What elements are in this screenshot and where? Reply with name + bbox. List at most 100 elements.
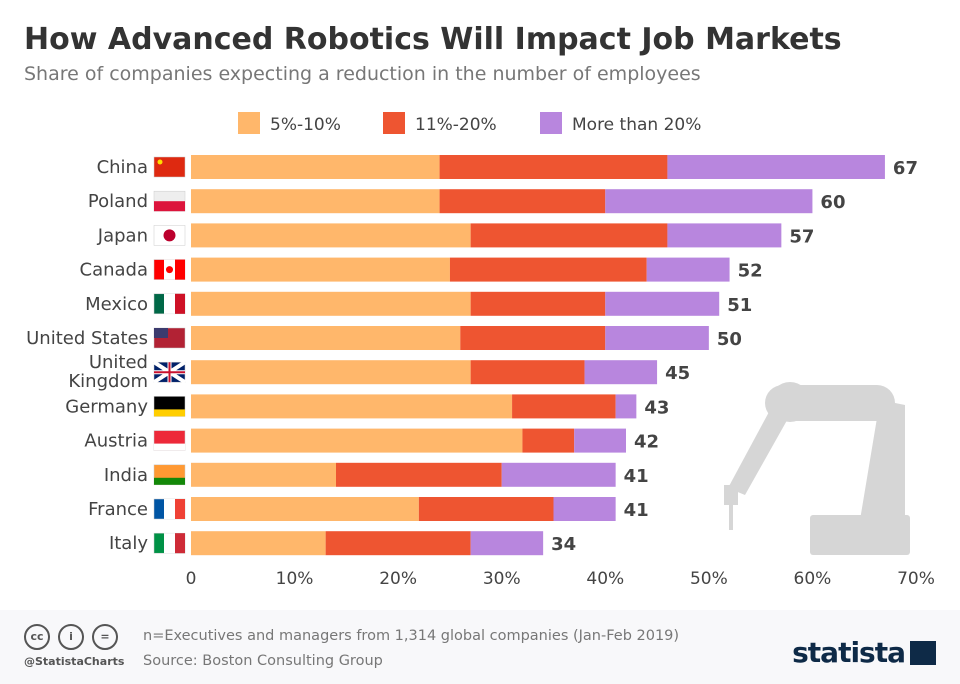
bar-segment xyxy=(191,531,326,556)
country-label: Germany xyxy=(65,396,148,417)
bar-segment xyxy=(584,360,658,385)
country-label: China xyxy=(97,157,148,178)
bar-segment xyxy=(191,428,523,453)
legend-label: 5%-10% xyxy=(270,115,341,135)
bar-segment xyxy=(470,360,585,385)
x-tick-label: 0 xyxy=(186,569,197,589)
bar-segment xyxy=(449,257,647,282)
bar-segment xyxy=(191,257,450,282)
bar-segment xyxy=(522,428,575,453)
bar-segment xyxy=(512,394,616,419)
total-label: 34 xyxy=(551,534,576,555)
legend-label: More than 20% xyxy=(572,115,701,135)
chart-title: How Advanced Robotics Will Impact Job Ma… xyxy=(24,22,842,57)
bar-segment xyxy=(325,531,471,556)
bar-segment xyxy=(336,462,502,487)
country-label: France xyxy=(88,499,148,520)
robot-arm-illustration xyxy=(724,382,910,555)
bar-segment xyxy=(605,189,813,214)
bar-segment xyxy=(646,257,730,282)
country-label: Japan xyxy=(97,225,148,246)
flag-icon-detail xyxy=(175,293,185,314)
x-tick-label: 60% xyxy=(794,569,832,589)
country-label: United States xyxy=(26,328,148,349)
twitter-handle[interactable]: @StatistaCharts xyxy=(24,655,125,668)
bar-segment xyxy=(574,428,626,453)
x-tick-label: 70% xyxy=(897,569,935,589)
country-label: Canada xyxy=(80,260,149,281)
bar-segment xyxy=(191,497,419,521)
footer: cc i = @StatistaCharts n=Executives and … xyxy=(0,610,960,684)
flag-icon-detail xyxy=(164,499,175,519)
cc-license-icon: cc xyxy=(24,624,50,650)
x-tick-label: 30% xyxy=(483,569,521,589)
bar-segment xyxy=(439,155,668,179)
total-label: 42 xyxy=(634,432,659,453)
source-note: Source: Boston Consulting Group xyxy=(143,653,383,669)
bar-segment xyxy=(191,155,440,179)
total-label: 50 xyxy=(717,329,742,350)
country-label: Italy xyxy=(109,533,148,554)
statista-logo-icon xyxy=(910,641,936,665)
flag-icon-detail xyxy=(175,533,185,554)
bar-chart: 5%-10% 11%-20% More than 20% China 67 Poland 6… xyxy=(26,112,935,589)
legend-swatch xyxy=(540,112,562,134)
bar-segment xyxy=(470,223,668,248)
country-label: United xyxy=(89,352,148,373)
bar-segment xyxy=(470,531,544,556)
total-label: 41 xyxy=(624,466,649,487)
flag-icon-detail xyxy=(154,409,185,417)
bar-segment xyxy=(501,462,616,487)
no-derivatives-icon: = xyxy=(92,624,118,650)
legend-swatch xyxy=(238,112,260,134)
country-label: Mexico xyxy=(85,294,148,315)
x-tick-label: 20% xyxy=(379,569,417,589)
legend-label: 11%-20% xyxy=(415,115,497,135)
total-label: 41 xyxy=(624,500,649,521)
bar-segment xyxy=(418,497,554,521)
flag-icon-detail xyxy=(166,266,173,274)
bar-segment xyxy=(605,326,709,350)
total-label: 45 xyxy=(665,363,690,384)
total-label: 51 xyxy=(727,295,752,316)
bar-segment xyxy=(191,462,336,487)
bar-segment xyxy=(470,291,606,316)
country-label: Kingdom xyxy=(68,371,148,392)
x-tick-label: 50% xyxy=(690,569,728,589)
country-label: Austria xyxy=(84,431,148,452)
flag-icon-detail xyxy=(175,259,185,280)
flag-icon-detail xyxy=(154,477,185,485)
bar-segment xyxy=(667,223,782,248)
total-label: 67 xyxy=(893,158,918,179)
flag-icon-detail xyxy=(175,499,185,519)
bar-segment xyxy=(615,394,637,419)
x-tick-label: 40% xyxy=(586,569,624,589)
flag-icon-detail xyxy=(154,362,185,383)
x-tick-label: 10% xyxy=(276,569,314,589)
bar-segment xyxy=(191,394,513,419)
bar-segment xyxy=(191,326,461,350)
bar-segment xyxy=(191,360,471,385)
total-label: 52 xyxy=(738,261,763,282)
bar-segment xyxy=(553,497,616,521)
bar-segment xyxy=(439,189,606,214)
flag-icon-detail xyxy=(157,159,163,165)
attribution-icon: i xyxy=(58,624,84,650)
flag-icon-detail xyxy=(163,229,176,242)
flag-icon-detail xyxy=(154,328,168,338)
bar-segment xyxy=(460,326,606,350)
flag-icon-detail xyxy=(154,201,185,212)
bar-segment xyxy=(191,291,471,316)
bar-segment xyxy=(605,291,720,316)
total-label: 43 xyxy=(644,397,669,418)
bar-segment xyxy=(667,155,885,179)
logo-text: statista xyxy=(792,636,906,669)
bar-segment xyxy=(191,223,471,248)
statista-logo[interactable]: statista xyxy=(792,636,936,669)
flag-icon-detail xyxy=(164,533,175,554)
legend-swatch xyxy=(383,112,405,134)
chart-subtitle: Share of companies expecting a reduction… xyxy=(24,63,701,85)
flag-icon-detail xyxy=(164,293,175,314)
bar-segment xyxy=(191,189,440,214)
total-label: 60 xyxy=(820,192,845,213)
